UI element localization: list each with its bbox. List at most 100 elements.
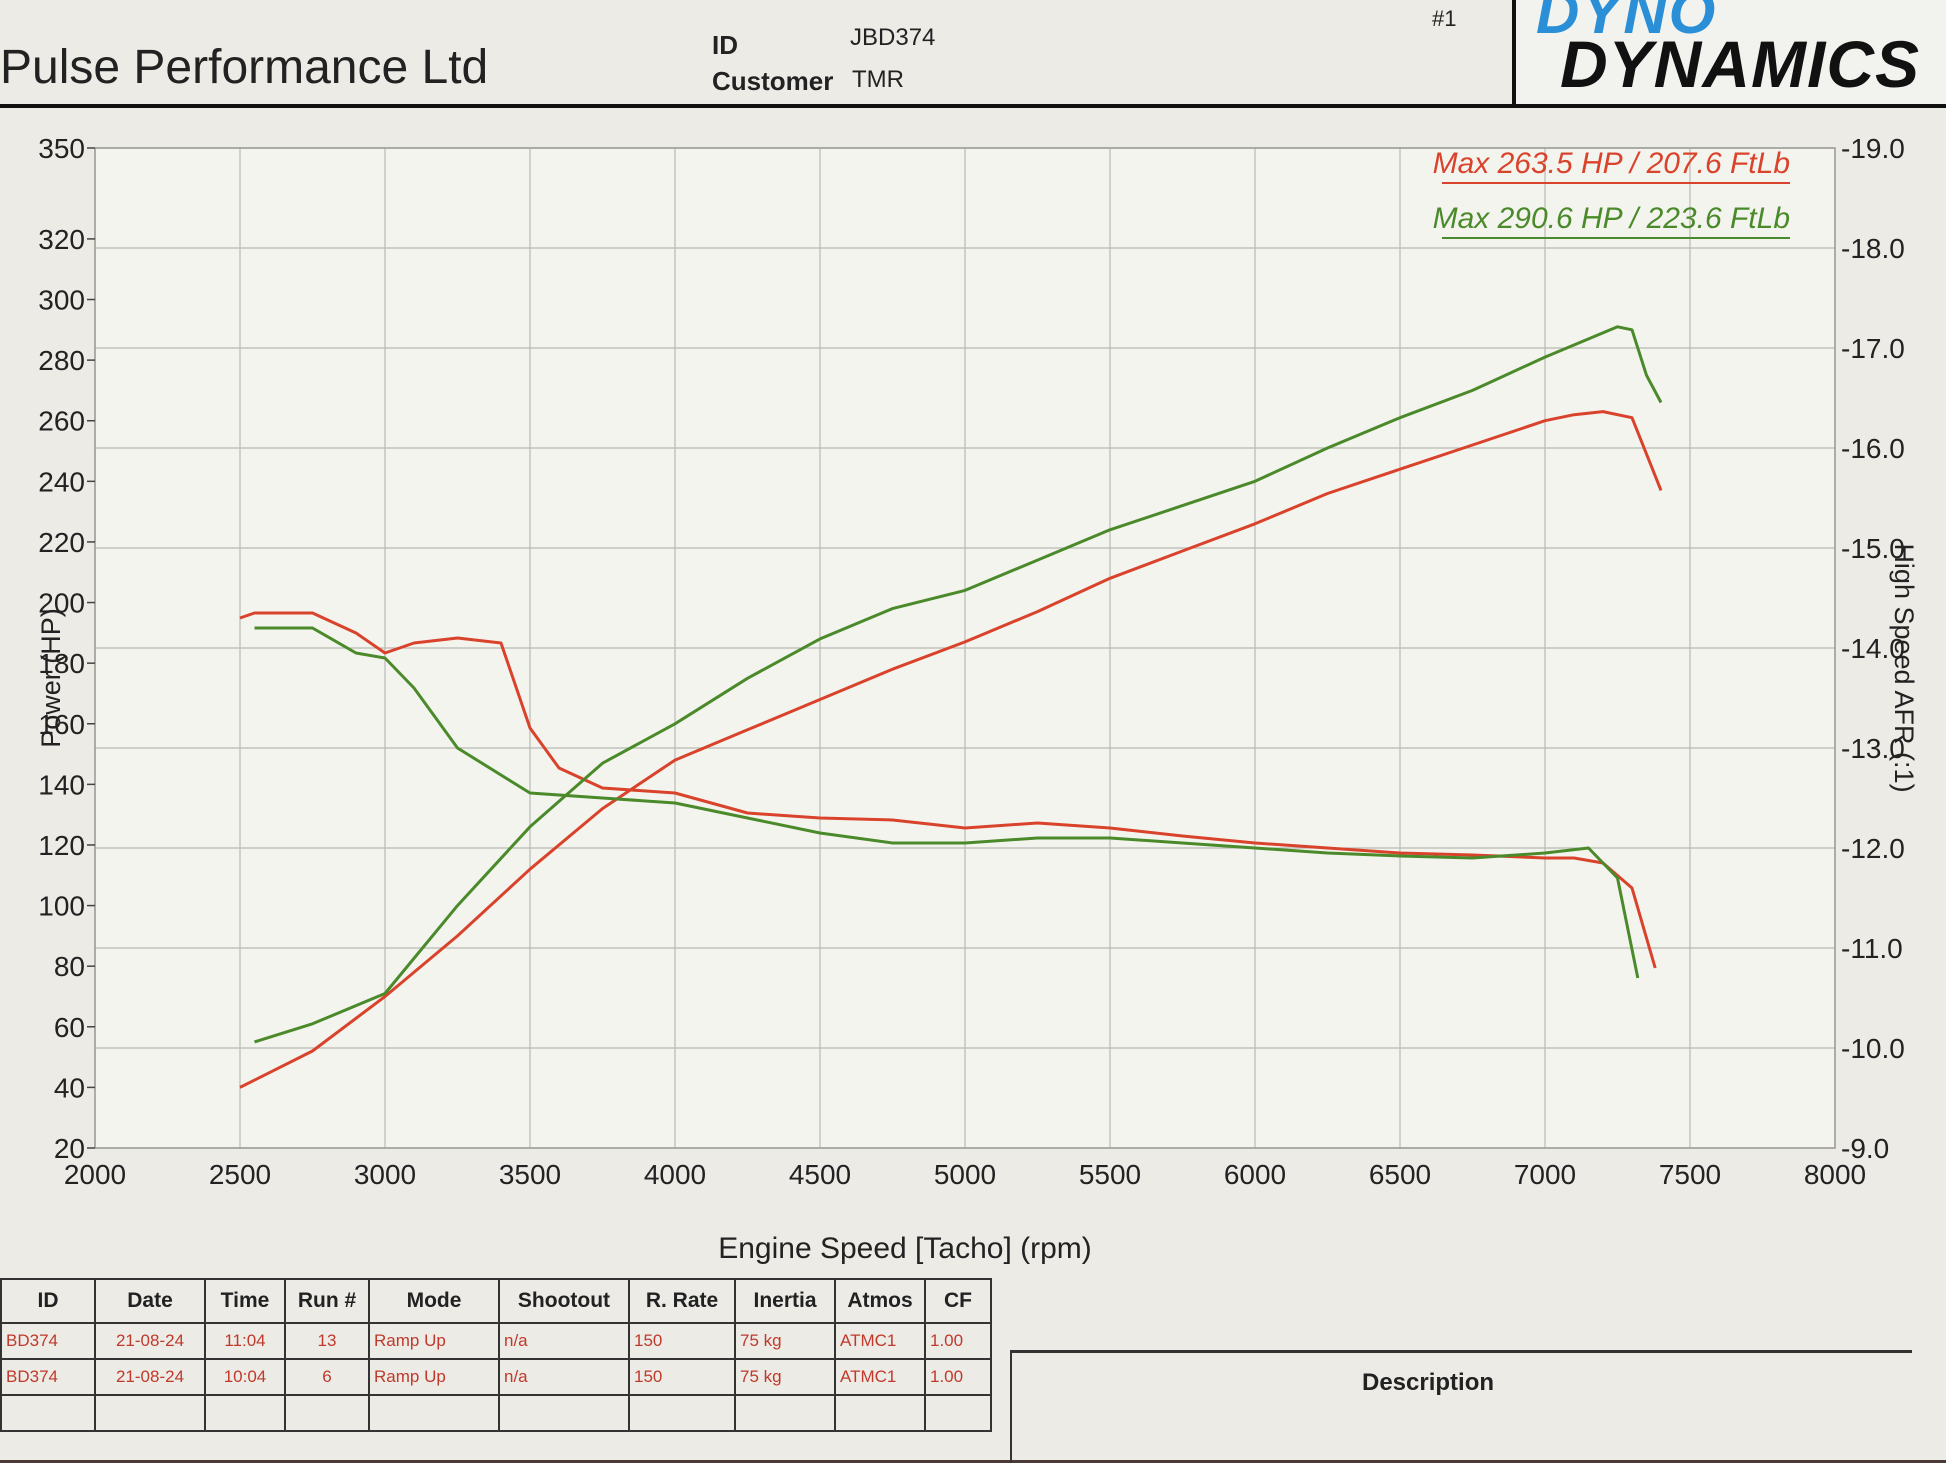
legend-entry-green: Max 290.6 HP / 223.6 FtLb	[1433, 202, 1790, 235]
logo-text-top: DYNO	[1536, 0, 1718, 46]
cell-run: 13	[284, 1322, 370, 1360]
x-tick-label: 4000	[644, 1159, 706, 1190]
cell-rate: 150	[628, 1358, 736, 1396]
col-run: Run #	[284, 1278, 370, 1324]
customer-value: TMR	[852, 66, 904, 93]
y2-tick-label: -18.0	[1841, 233, 1905, 264]
id-label: ID	[712, 30, 738, 60]
y-tick-label: 240	[38, 466, 85, 497]
col-time: Time	[204, 1278, 286, 1324]
x-tick-label: 7000	[1514, 1159, 1576, 1190]
y2-tick-label: -19.0	[1841, 133, 1905, 164]
grid-lines	[94, 147, 1836, 1149]
dyno-chart: 20 40 60 80 100 120 140 160 180 200 220 240 260 280 30…	[36, 133, 1919, 1265]
x-axis-label: Engine Speed [Tacho] (rpm)	[718, 1232, 1092, 1265]
x-axis-ticks: 2000 2500 3000 3500 4000 4500 5000 5500 6000 6500…	[64, 1159, 1866, 1190]
x-tick-label: 3500	[499, 1159, 561, 1190]
col-cf: CF	[924, 1278, 992, 1324]
y-tick-label: 120	[38, 830, 85, 861]
cell-shootout: n/a	[498, 1322, 630, 1360]
power-line-red	[239, 410, 1663, 1089]
cell-cf: 1.00	[924, 1358, 992, 1396]
cell-id: BD374	[0, 1322, 96, 1360]
series-lines	[239, 325, 1663, 1089]
header-divider	[0, 104, 1946, 108]
col-inertia: Inertia	[734, 1278, 836, 1324]
x-tick-label: 2000	[64, 1159, 126, 1190]
cell-inertia: 75 kg	[734, 1358, 836, 1396]
x-tick-label: 2500	[209, 1159, 271, 1190]
y-tick-label: 80	[54, 951, 85, 982]
col-rate: R. Rate	[628, 1278, 736, 1324]
cell-date: 21-08-24	[94, 1358, 206, 1396]
cell-mode: Ramp Up	[368, 1322, 500, 1360]
legend-entry-red: Max 263.5 HP / 207.6 FtLb	[1433, 147, 1790, 180]
sheet-number: #1	[1432, 6, 1457, 31]
afr-line-green	[254, 626, 1640, 979]
y-tick-label: 180	[38, 648, 85, 679]
table-row: BD374 21-08-24 11:04 13 Ramp Up n/a 150 …	[0, 1322, 992, 1360]
description-title: Description	[1362, 1369, 1495, 1396]
cell-mode: Ramp Up	[368, 1358, 500, 1396]
customer-label: Customer	[712, 66, 834, 96]
cell-run: 6	[284, 1358, 370, 1396]
y-tick-label: 200	[38, 588, 85, 619]
col-atmos: Atmos	[834, 1278, 926, 1324]
legend: Max 263.5 HP / 207.6 FtLb Max 290.6 HP /…	[1433, 147, 1790, 239]
y2-tick-label: -17.0	[1841, 333, 1905, 364]
y2-axis-label: High Speed AFR (:1)	[1889, 543, 1919, 792]
description-box: Description	[1010, 1350, 1912, 1463]
col-shootout: Shootout	[498, 1278, 630, 1324]
cell-date: 21-08-24	[94, 1322, 206, 1360]
y-tick-label: 260	[38, 406, 85, 437]
cell-atmos: ATMC1	[834, 1322, 926, 1360]
y2-tick-label: -16.0	[1841, 433, 1905, 464]
y2-tick-label: -14.0	[1841, 633, 1905, 664]
left-axis-ticks: 20 40 60 80 100 120 140 160 180 200 220 240 260 280 30…	[38, 133, 95, 1164]
id-value: JBD374	[850, 24, 936, 51]
cell-id: BD374	[0, 1358, 96, 1396]
y-tick-label: 20	[54, 1133, 85, 1164]
table-row-empty	[0, 1394, 992, 1432]
table-row: BD374 21-08-24 10:04 6 Ramp Up n/a 150 7…	[0, 1358, 992, 1396]
cell-time: 11:04	[204, 1322, 286, 1360]
y-tick-label: 320	[38, 224, 85, 255]
y-tick-label: 160	[38, 709, 85, 740]
right-axis-ticks: -9.0 -10.0 -11.0 -12.0 -13.0 -14.0 -15.0 -16.0 -…	[1841, 133, 1905, 1164]
x-tick-label: 6000	[1224, 1159, 1286, 1190]
cell-atmos: ATMC1	[834, 1358, 926, 1396]
y-tick-label: 60	[54, 1012, 85, 1043]
y2-tick-label: -12.0	[1841, 833, 1905, 864]
col-mode: Mode	[368, 1278, 500, 1324]
x-tick-label: 3000	[354, 1159, 416, 1190]
cell-cf: 1.00	[924, 1322, 992, 1360]
company-name: Pulse Performance Ltd	[0, 41, 489, 94]
y2-tick-label: -15.0	[1841, 533, 1905, 564]
logo-text-bottom: DYNAMICS	[1560, 27, 1921, 101]
cell-inertia: 75 kg	[734, 1322, 836, 1360]
x-tick-label: 7500	[1659, 1159, 1721, 1190]
y2-tick-label: -11.0	[1841, 933, 1903, 964]
runs-table: ID Date Time Run # Mode Shootout R. Rate…	[0, 1278, 992, 1432]
power-line-green	[254, 325, 1663, 1044]
y2-tick-label: -10.0	[1841, 1033, 1905, 1064]
cell-shootout: n/a	[498, 1358, 630, 1396]
cell-rate: 150	[628, 1322, 736, 1360]
x-tick-label: 8000	[1804, 1159, 1866, 1190]
y-axis-label: Power (HP)	[36, 608, 66, 748]
x-tick-label: 4500	[789, 1159, 851, 1190]
col-id: ID	[0, 1278, 96, 1324]
y-tick-label: 220	[38, 527, 85, 558]
cell-time: 10:04	[204, 1358, 286, 1396]
col-date: Date	[94, 1278, 206, 1324]
y2-tick-label: -13.0	[1841, 733, 1905, 764]
y-tick-label: 40	[54, 1072, 85, 1103]
y-tick-label: 350	[38, 133, 85, 164]
y-tick-label: 140	[38, 769, 85, 800]
y-tick-label: 100	[38, 891, 85, 922]
x-tick-label: 6500	[1369, 1159, 1431, 1190]
x-tick-label: 5000	[934, 1159, 996, 1190]
y2-tick-label: -9.0	[1841, 1133, 1889, 1164]
y-tick-label: 300	[38, 285, 85, 316]
